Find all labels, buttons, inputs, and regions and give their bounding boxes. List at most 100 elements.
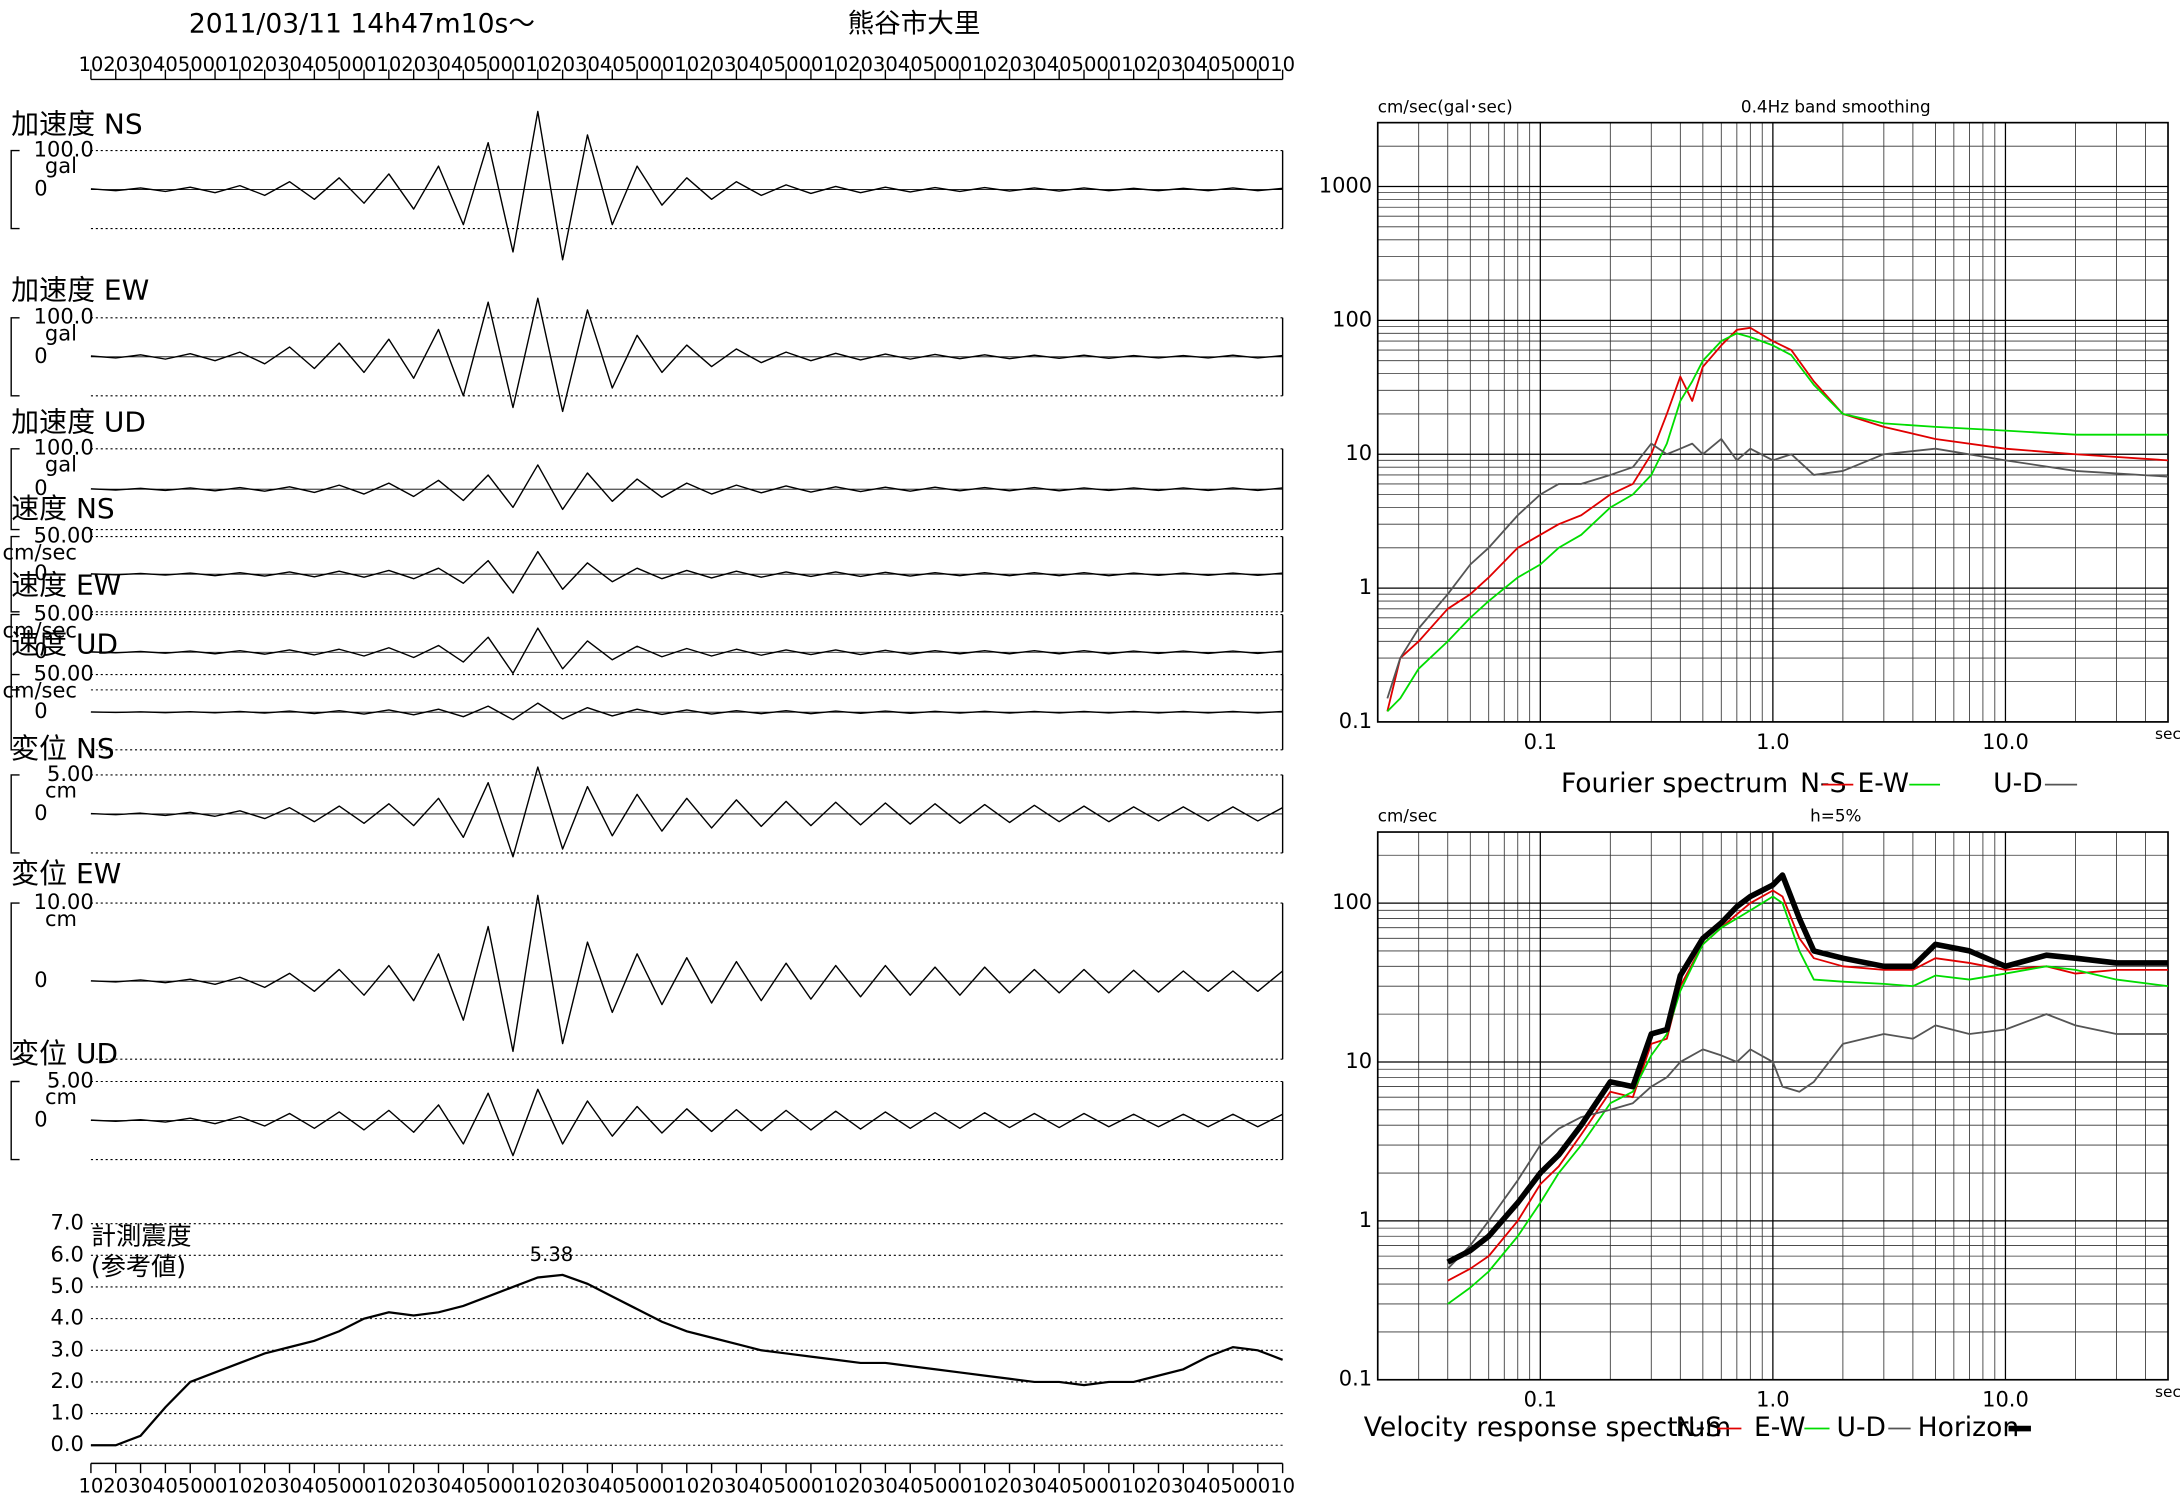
time-tick-label: 50 (774, 1475, 799, 1498)
legend-label: U-D (1993, 768, 2042, 799)
time-tick-label: 50 (774, 53, 799, 76)
time-tick-label: 40 (600, 53, 625, 76)
waveform-trace (90, 766, 1283, 858)
y-tick-label: 1 (1359, 1208, 1372, 1232)
trace-bracket (10, 1080, 20, 1161)
scale-label: 100.0 (34, 305, 94, 329)
time-tick-label: 10 (227, 1475, 252, 1498)
legend-label: E-W (1754, 1412, 1806, 1443)
time-tick-label: 20 (252, 1475, 277, 1498)
time-tick-label: 10 (1121, 53, 1146, 76)
scale-label: 5.00 (47, 1069, 94, 1093)
time-tick-label: 00 (501, 53, 526, 76)
y-tick-label: 0.1 (1339, 709, 1372, 733)
waveform-trace (90, 1088, 1283, 1157)
time-tick-label: 50 (476, 1475, 501, 1498)
time-tick-label: 40 (1047, 1475, 1072, 1498)
time-tick-label: 30 (873, 1475, 898, 1498)
scale-label: 0 (34, 968, 47, 992)
y-tick-label: 0.0 (51, 1432, 84, 1456)
trace-name: 速度 NS (11, 492, 114, 525)
legend-label: U-D (1837, 1412, 1886, 1443)
x-tick-label: 10.0 (1982, 1388, 2029, 1412)
y-tick-label: 100 (1332, 307, 1372, 331)
scale-label: 0 (34, 476, 47, 500)
intensity-subtitle: (参考値) (91, 1252, 186, 1281)
unit-label: cm/sec (3, 540, 77, 564)
time-tick-label: 00 (203, 1475, 228, 1498)
scale-label: 50.00 (34, 524, 94, 548)
waveform-trace (90, 297, 1283, 413)
y-tick-label: 1.0 (51, 1401, 84, 1425)
time-tick-label: 00 (947, 53, 972, 76)
time-tick-label: 10 (674, 53, 699, 76)
plot-frame (1376, 121, 2169, 723)
scale-label: 50.00 (34, 662, 94, 686)
scale-label: 0 (34, 344, 47, 368)
time-tick-label: 30 (1171, 53, 1196, 76)
scale-label: 0 (34, 561, 47, 585)
time-tick-label: 40 (749, 1475, 774, 1498)
time-tick-label: 00 (947, 1475, 972, 1498)
scale-label: 0 (34, 801, 47, 825)
time-tick-label: 40 (451, 53, 476, 76)
time-tick-label: 40 (898, 1475, 923, 1498)
scale-label: 0 (34, 699, 47, 723)
chart-subtitle: 0.4Hz band smoothing (1741, 96, 1931, 116)
time-tick-label: 30 (1022, 1475, 1047, 1498)
y-tick-label: 100 (1332, 890, 1372, 914)
unit-label: cm (45, 907, 77, 931)
time-tick-label: 40 (153, 1475, 178, 1498)
time-tick-label: 20 (401, 1475, 426, 1498)
time-tick-label: 40 (153, 53, 178, 76)
trace-name: 加速度 UD (11, 406, 146, 439)
time-tick-label: 50 (327, 1475, 352, 1498)
time-tick-label: 20 (550, 1475, 575, 1498)
time-tick-label: 00 (501, 1475, 526, 1498)
trace-name: 変位 NS (11, 732, 114, 765)
time-tick-label: 00 (1245, 53, 1270, 76)
y-tick-label: 10 (1345, 1049, 1372, 1073)
time-tick-label: 10 (1270, 1475, 1295, 1498)
chart-subtitle: h=5% (1810, 806, 1861, 826)
legend-label: N-S (1800, 768, 1846, 799)
y-tick-label: 6.0 (51, 1242, 84, 1266)
time-tick-label: 30 (1171, 1475, 1196, 1498)
time-tick-label: 30 (1022, 53, 1047, 76)
legend-label: E-W (1857, 768, 1909, 799)
waveform-trace (90, 894, 1284, 1053)
time-tick-label: 40 (1196, 1475, 1221, 1498)
y-tick-label: 7.0 (51, 1211, 84, 1235)
time-tick-label: 00 (649, 53, 674, 76)
time-tick-label: 00 (352, 1475, 377, 1498)
time-tick-label: 10 (1121, 1475, 1146, 1498)
time-tick-label: 20 (699, 53, 724, 76)
time-tick-label: 20 (997, 53, 1022, 76)
time-tick-label: 30 (128, 53, 153, 76)
y-tick-label: 1 (1359, 575, 1372, 599)
spectrum-line (1447, 895, 2169, 1305)
scale-label: 100.0 (34, 436, 94, 460)
time-tick-label: 10 (227, 53, 252, 76)
time-tick-label: 50 (476, 53, 501, 76)
time-tick-label: 10 (1270, 53, 1295, 76)
time-tick-label: 30 (426, 53, 451, 76)
trace-bracket (10, 902, 20, 1060)
trace-bracket (10, 774, 20, 854)
spectrum-line (1447, 1013, 2169, 1270)
x-tick-label: 10.0 (1982, 730, 2029, 754)
legend-label: N-S (1676, 1412, 1722, 1443)
waveform-trace (90, 110, 1283, 261)
waveform-trace (90, 627, 1283, 675)
time-tick-label: 20 (699, 1475, 724, 1498)
time-tick-label: 20 (1146, 1475, 1171, 1498)
y-tick-label: 1000 (1319, 174, 1372, 198)
time-tick-label: 30 (873, 53, 898, 76)
legend-title: Velocity response spectrum (1364, 1412, 1731, 1443)
time-tick-label: 40 (451, 1475, 476, 1498)
time-tick-label: 10 (823, 53, 848, 76)
time-tick-label: 50 (1221, 53, 1246, 76)
time-tick-label: 50 (1072, 1475, 1097, 1498)
